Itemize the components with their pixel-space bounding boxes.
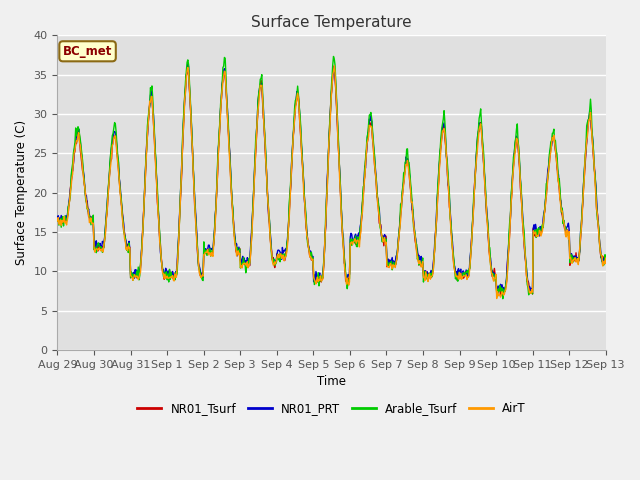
- Y-axis label: Surface Temperature (C): Surface Temperature (C): [15, 120, 28, 265]
- X-axis label: Time: Time: [317, 375, 346, 388]
- Title: Surface Temperature: Surface Temperature: [252, 15, 412, 30]
- Text: BC_met: BC_met: [63, 45, 112, 58]
- Legend: NR01_Tsurf, NR01_PRT, Arable_Tsurf, AirT: NR01_Tsurf, NR01_PRT, Arable_Tsurf, AirT: [132, 397, 531, 420]
